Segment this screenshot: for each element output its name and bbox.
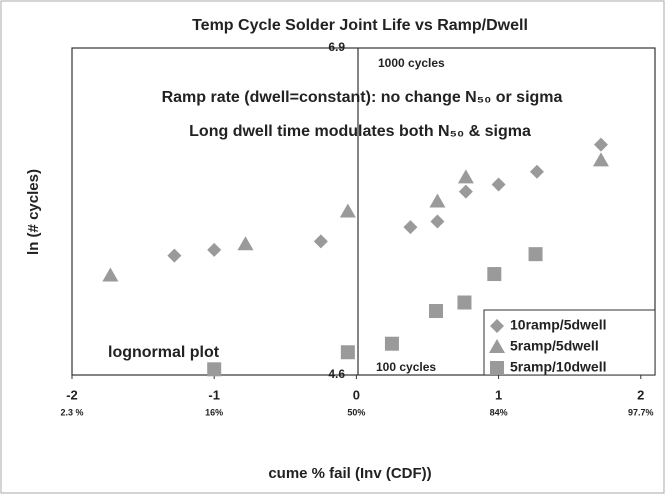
point [458,184,473,199]
point [207,242,222,257]
point [429,304,444,319]
point [384,336,399,351]
x-axis-label: cume % fail (Inv (CDF)) [268,465,431,482]
point [457,295,472,310]
plot-frame [71,47,656,376]
point [491,177,506,192]
legend-box [483,309,656,376]
point [529,164,544,179]
x-tick-label: 0 [353,387,360,402]
point [403,220,418,235]
point [429,193,446,208]
point [237,236,254,251]
legend-marker [489,339,505,353]
point [207,362,222,377]
point [167,248,182,263]
point [430,214,445,229]
x-tick-percent-label: 97.7% [628,407,654,417]
point [487,267,502,282]
legend-label: 5ramp/10dwell [510,359,607,375]
legend-label: 5ramp/5dwell [510,338,599,354]
annotation: lognormal plot [108,344,220,361]
x-tick-percent-label: 84% [490,407,508,417]
annotation: Long dwell time modulates both N₅₀ & sig… [189,123,531,140]
point [528,247,543,262]
x-tick-label: -2 [66,387,78,402]
point [313,234,328,249]
point [102,267,119,282]
point [592,152,609,167]
annotation: 1000 cycles [378,56,445,70]
x-tick-label: 2 [637,387,644,402]
legend-marker [490,361,504,375]
point [593,137,608,152]
legend-marker [490,319,504,333]
legend-label: 10ramp/5dwell [510,317,607,333]
x-tick-percent-label: 50% [347,407,365,417]
annotation: Ramp rate (dwell=constant): no change N₅… [162,89,563,106]
annotation: 100 cycles [376,360,436,374]
x-tick-label: -1 [208,387,220,402]
x-tick-label: 1 [495,387,502,402]
x-tick-percent-label: 2.3 % [60,407,83,417]
y-axis-label: ln (# cycles) [25,169,42,255]
point [339,203,356,218]
x-tick-percent-label: 16% [205,407,223,417]
chart-title: Temp Cycle Solder Joint Life vs Ramp/Dwe… [192,17,528,34]
point [457,169,474,184]
y-tick-label: 4.6 [328,367,345,381]
point [340,345,355,360]
y-tick-label: 6.9 [328,40,345,54]
